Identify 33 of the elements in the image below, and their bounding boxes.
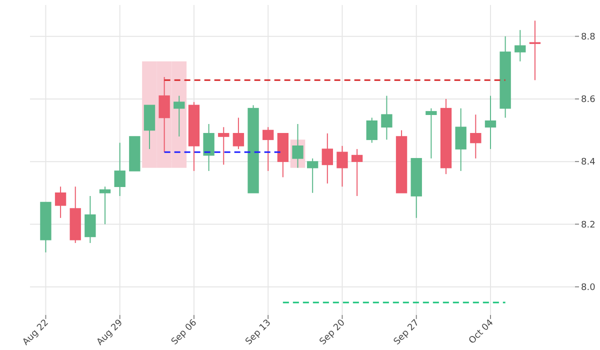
x-tick-label: Sep 06: [170, 318, 200, 348]
y-tick-label: 8.6: [581, 95, 596, 106]
candlestick: [218, 126, 230, 166]
candlestick: [514, 30, 526, 62]
candlestick: [174, 95, 185, 138]
y-tick-label: 8.8: [581, 32, 596, 42]
candlestick: [158, 76, 170, 153]
candlestick: [529, 20, 541, 81]
candlestick: [54, 186, 66, 218]
x-tick-label: Sep 20: [318, 318, 348, 348]
candlestick: [322, 132, 333, 184]
candlestick: [366, 117, 378, 144]
candlestick: [426, 108, 437, 159]
candlestick: [292, 123, 304, 168]
candlestick: [484, 95, 496, 150]
candlestick: [203, 123, 214, 172]
y-tick-label: 8.0: [581, 282, 596, 293]
candlestick: [336, 145, 348, 188]
candlestick: [232, 117, 244, 150]
y-tick-label: 8.2: [581, 220, 596, 230]
x-tick-label: Oct 04: [467, 318, 496, 346]
candlestick: [99, 186, 111, 225]
candlestick: [470, 114, 482, 159]
candlestick: [262, 126, 274, 172]
candlestick: [381, 95, 392, 140]
candlestick: [114, 142, 126, 197]
x-tick-label: Sep 13: [244, 318, 274, 348]
candlestick: [84, 196, 96, 244]
y-tick-label: 8.4: [581, 158, 596, 168]
candlestick: [351, 148, 363, 197]
x-tick-label: Sep 27: [392, 318, 422, 348]
candlestick: [306, 158, 318, 194]
candlestick: [455, 108, 466, 172]
